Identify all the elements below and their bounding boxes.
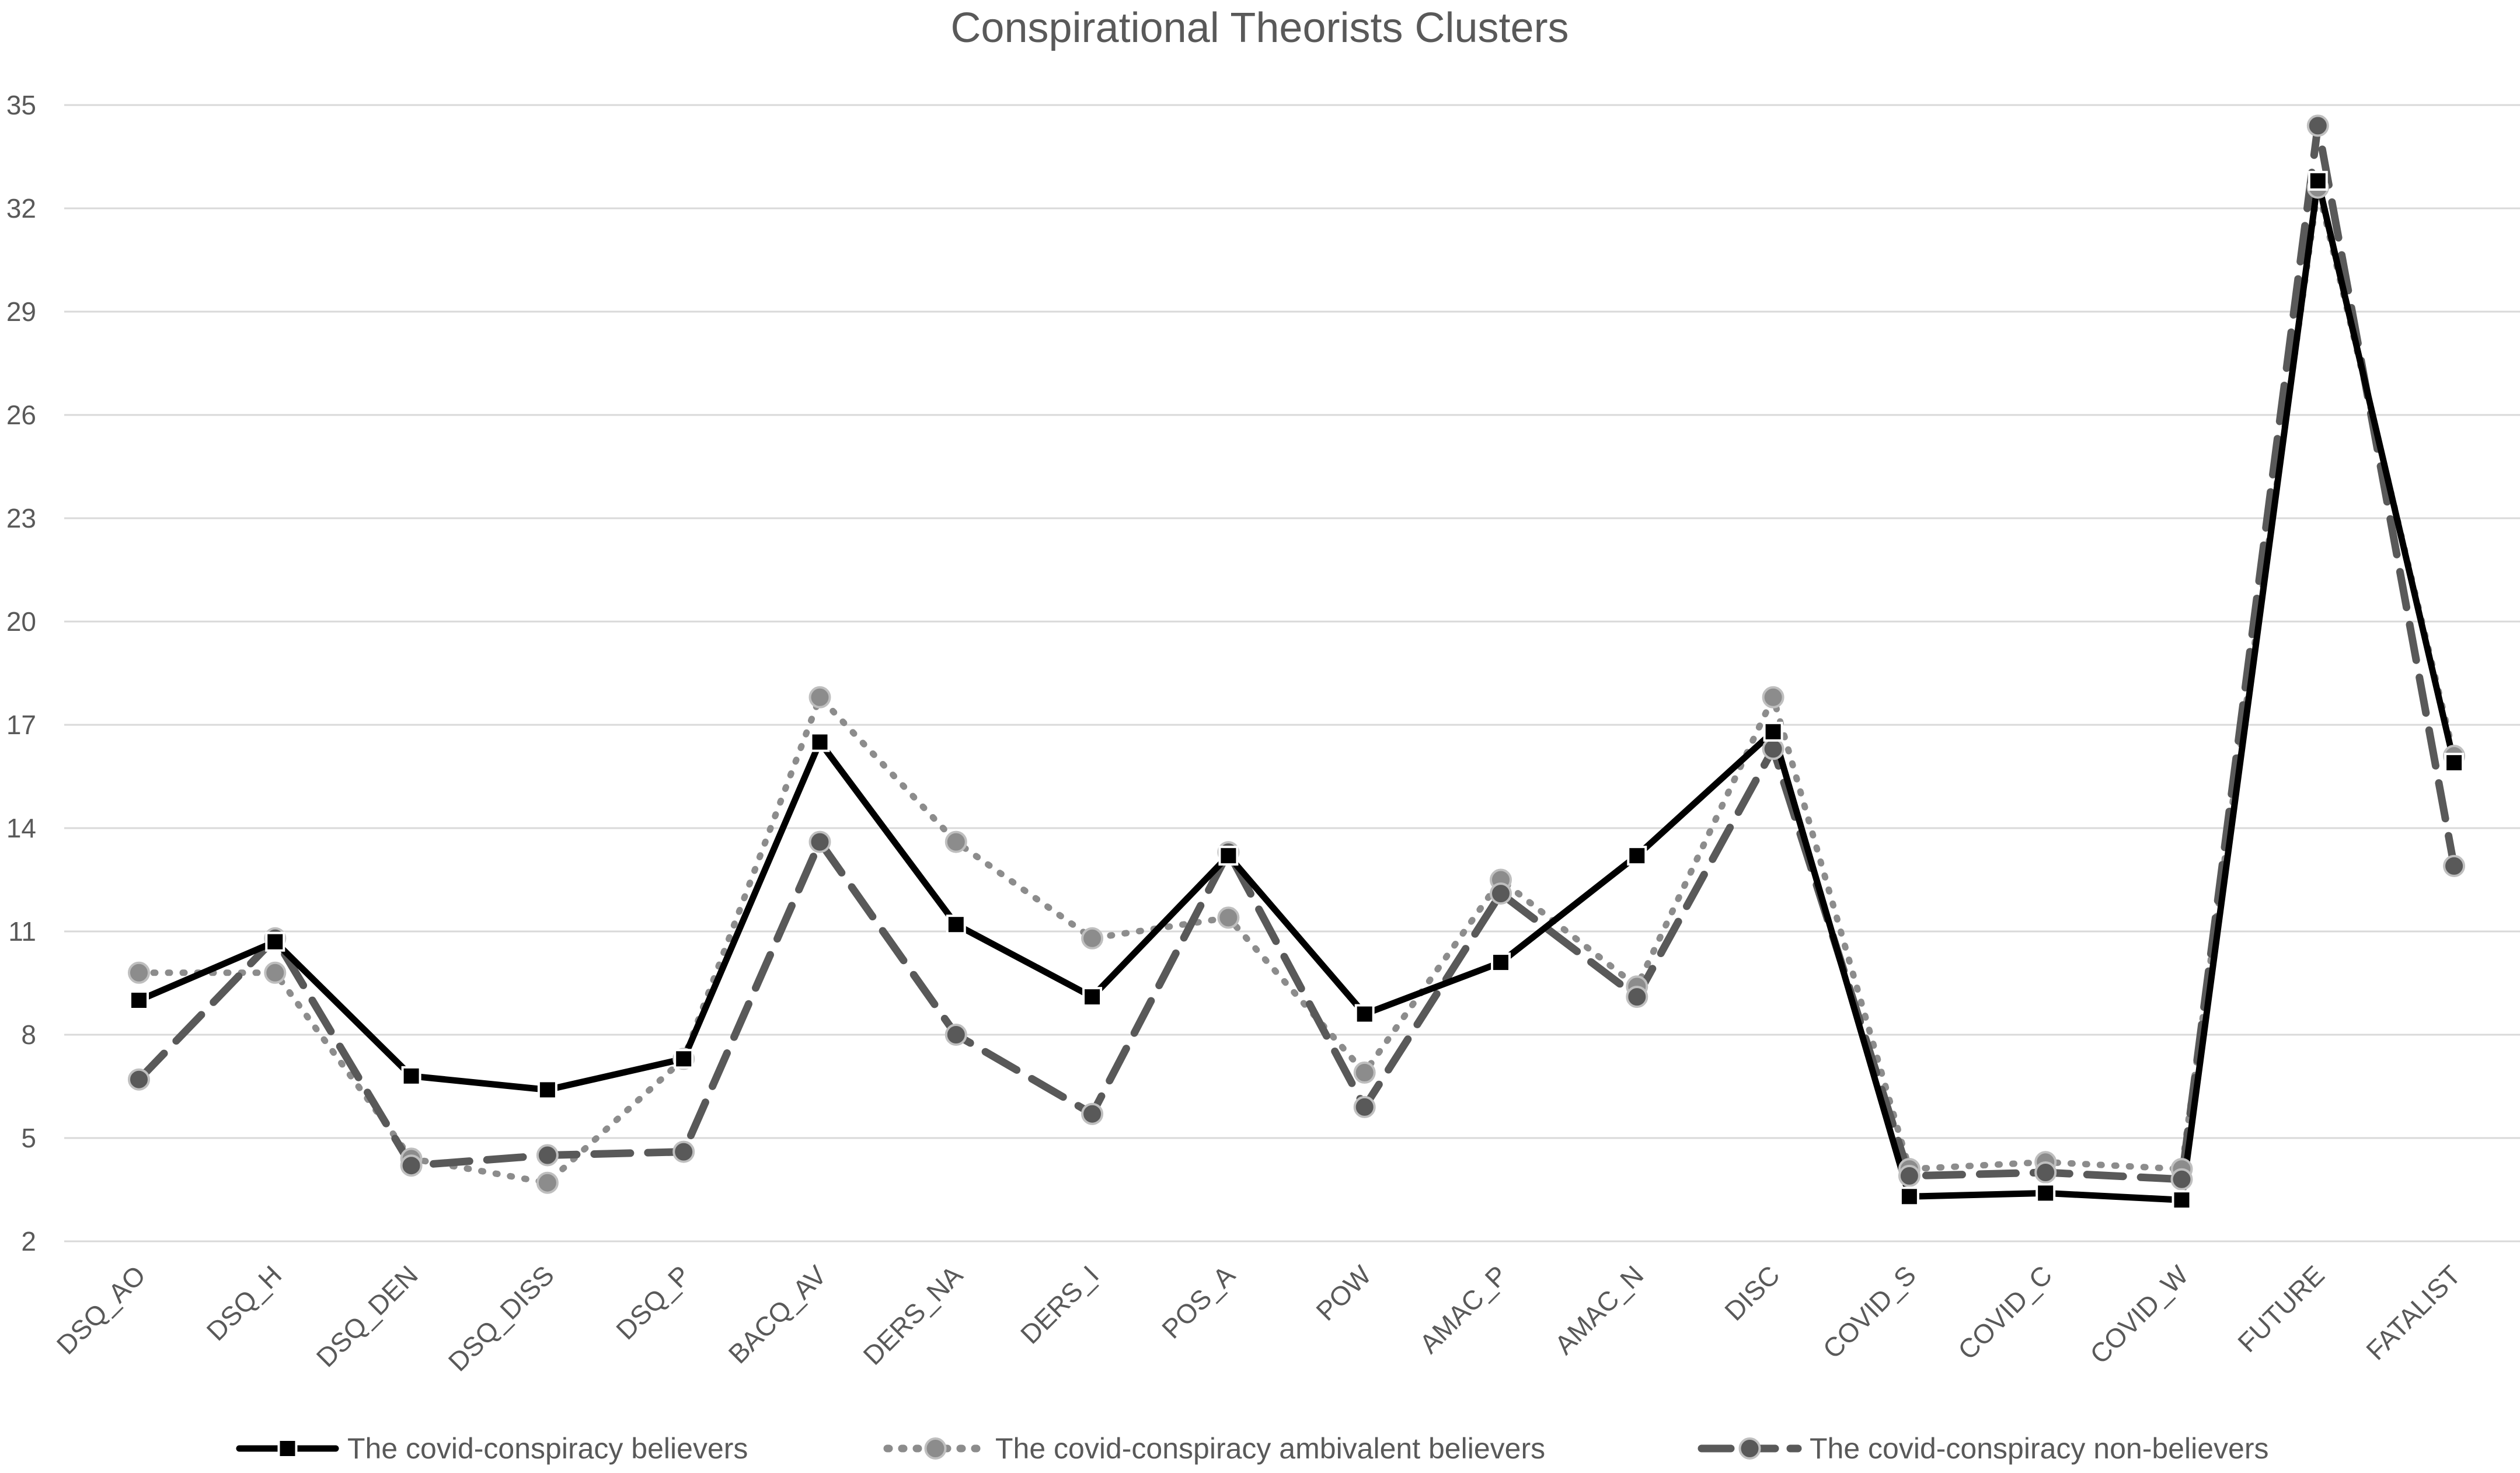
data-point bbox=[2308, 170, 2328, 191]
series-line-2 bbox=[135, 184, 2458, 1186]
data-point bbox=[2306, 114, 2329, 137]
data-point bbox=[808, 830, 831, 853]
legend-label: The covid-conspiracy ambivalent believer… bbox=[995, 1432, 1545, 1465]
data-point bbox=[944, 830, 967, 853]
data-point bbox=[1354, 1004, 1375, 1024]
data-point bbox=[2172, 1190, 2192, 1210]
y-tick-label: 5 bbox=[21, 1123, 36, 1153]
data-point bbox=[1763, 721, 1783, 742]
legend-label: The covid-conspiracy believers bbox=[347, 1432, 748, 1465]
data-point bbox=[1218, 846, 1239, 866]
y-tick-label: 8 bbox=[21, 1020, 36, 1050]
series-lines bbox=[135, 121, 2458, 1203]
x-tick-label: DERS_I bbox=[1015, 1259, 1104, 1349]
x-tick-label: DSQ_H bbox=[201, 1259, 288, 1346]
data-point bbox=[1081, 927, 1104, 950]
y-tick-label: 23 bbox=[6, 503, 36, 533]
data-point bbox=[1353, 1095, 1376, 1118]
series-line-1 bbox=[135, 177, 2458, 1203]
legend-marker bbox=[277, 1439, 298, 1458]
y-tick-label: 20 bbox=[6, 606, 36, 637]
x-tick-label: COVID_S bbox=[1817, 1259, 1922, 1364]
x-tick-label: DSQ_DEN bbox=[311, 1259, 424, 1373]
x-axis-ticks: DSQ_AO DSQ_H DSQ_DEN DSQ_DISS DSQ_P BACQ_AV DE… bbox=[51, 1259, 2466, 1377]
data-point bbox=[1898, 1164, 1921, 1187]
data-point bbox=[128, 961, 150, 984]
y-axis-ticks: 2 5 8 11 14 17 20 23 26 29 32 35 bbox=[6, 90, 36, 1256]
data-point bbox=[1762, 738, 1784, 760]
x-tick-label: AMAC_P bbox=[1414, 1259, 1514, 1359]
x-tick-label: COVID_C bbox=[1952, 1259, 2058, 1365]
x-tick-label: DISC bbox=[1719, 1259, 1785, 1326]
y-tick-label: 35 bbox=[6, 90, 36, 120]
y-tick-label: 32 bbox=[6, 193, 36, 224]
data-point bbox=[128, 1068, 150, 1091]
data-point bbox=[1762, 686, 1784, 708]
data-point bbox=[1082, 987, 1103, 1007]
y-tick-label: 29 bbox=[6, 296, 36, 327]
y-tick-label: 14 bbox=[6, 813, 36, 843]
legend-item-3: The covid-conspiracy non-believers bbox=[1698, 1432, 2268, 1465]
data-point bbox=[2443, 854, 2466, 877]
x-tick-label: DSQ_P bbox=[610, 1259, 696, 1345]
data-point bbox=[537, 1080, 557, 1100]
data-point bbox=[1353, 1061, 1376, 1084]
x-tick-label: POW bbox=[1310, 1259, 1377, 1327]
series-line-3 bbox=[135, 121, 2458, 1184]
x-tick-label: DERS_NA bbox=[857, 1259, 968, 1371]
x-tick-label: AMAC_N bbox=[1549, 1259, 1649, 1360]
data-point bbox=[1081, 1102, 1104, 1125]
data-point bbox=[672, 1140, 695, 1163]
data-point bbox=[401, 1066, 421, 1086]
data-point bbox=[1627, 846, 1647, 866]
gridlines bbox=[64, 104, 2520, 1242]
data-point bbox=[2444, 752, 2465, 773]
data-point bbox=[1491, 952, 1511, 973]
data-point bbox=[808, 686, 831, 708]
data-point bbox=[810, 732, 830, 752]
x-tick-label: DSQ_DISS bbox=[442, 1259, 560, 1377]
x-tick-label: BACQ_AV bbox=[723, 1259, 832, 1369]
legend-item-1: The covid-conspiracy believers bbox=[236, 1432, 748, 1465]
data-point bbox=[1626, 986, 1648, 1008]
data-point bbox=[536, 1144, 559, 1167]
x-tick-label: FUTURE bbox=[2232, 1259, 2330, 1358]
data-point bbox=[536, 1171, 559, 1194]
data-point bbox=[265, 931, 285, 952]
series-markers bbox=[128, 114, 2466, 1210]
legend-marker bbox=[924, 1437, 947, 1460]
legend-marker bbox=[1738, 1437, 1761, 1460]
data-point bbox=[400, 1154, 423, 1177]
data-point bbox=[946, 914, 966, 935]
legend: The covid-conspiracy believers The covid-… bbox=[236, 1432, 2268, 1465]
y-tick-label: 2 bbox=[21, 1226, 36, 1256]
x-tick-label: FATALIST bbox=[2360, 1259, 2466, 1366]
data-point bbox=[674, 1049, 694, 1069]
y-tick-label: 26 bbox=[6, 400, 36, 430]
x-tick-label: POS_A bbox=[1156, 1259, 1240, 1344]
data-point bbox=[2034, 1161, 2057, 1184]
legend-item-2: The covid-conspiracy ambivalent believer… bbox=[883, 1432, 1545, 1465]
data-point bbox=[129, 990, 149, 1010]
x-tick-label: DSQ_AO bbox=[51, 1259, 151, 1360]
data-point bbox=[1217, 906, 1240, 929]
data-point bbox=[1490, 882, 1512, 905]
data-point bbox=[944, 1024, 967, 1046]
data-point bbox=[2170, 1168, 2193, 1191]
chart-title: Conspirational Theorists Clusters bbox=[950, 5, 1569, 51]
y-tick-label: 17 bbox=[6, 710, 36, 740]
data-point bbox=[1899, 1186, 1919, 1207]
x-tick-label: COVID_W bbox=[2084, 1259, 2194, 1370]
legend-label: The covid-conspiracy non-believers bbox=[1810, 1432, 2268, 1465]
y-tick-label: 11 bbox=[8, 916, 36, 947]
data-point bbox=[264, 961, 287, 984]
data-point bbox=[2035, 1183, 2056, 1203]
